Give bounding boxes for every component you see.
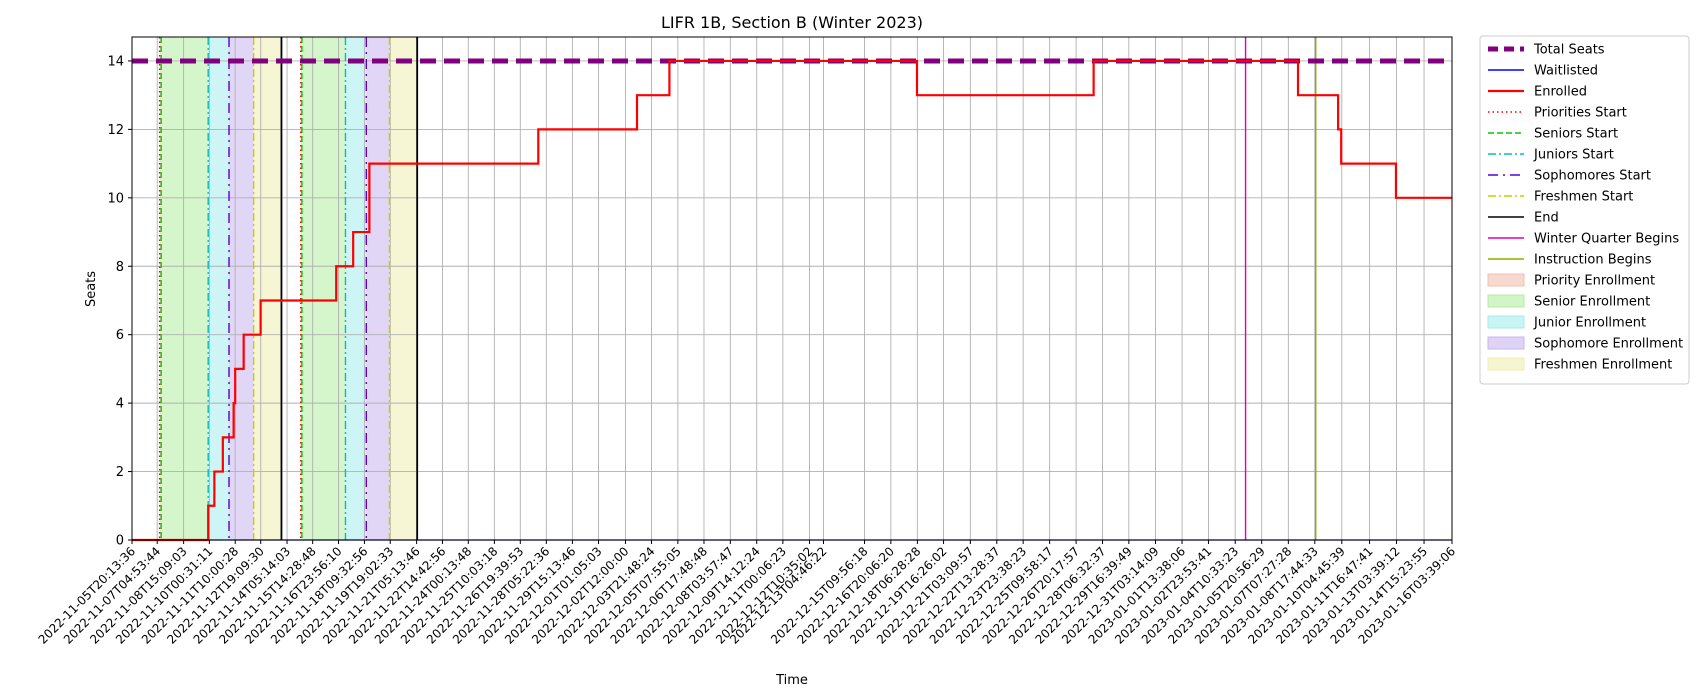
junior-enrollment-band (208, 37, 230, 540)
juniors-start-legend-label: Juniors Start (1533, 148, 1614, 163)
junior-enrollment-legend-label: Junior Enrollment (1533, 316, 1646, 331)
y-tick-label: 6 (116, 328, 124, 343)
seniors-start-legend-label: Seniors Start (1534, 127, 1618, 142)
sophomore-enrollment-legend-label: Sophomore Enrollment (1534, 337, 1683, 352)
priority-enrollment-band (159, 37, 162, 540)
x-axis-label: Time (775, 673, 808, 688)
freshmen-start-legend-label: Freshmen Start (1534, 190, 1633, 205)
y-tick-label: 14 (107, 54, 124, 69)
priority-enrollment-band (300, 37, 302, 540)
legend-frame (1479, 35, 1690, 385)
enrollment-periods (159, 37, 418, 540)
sophomore-enrollment-band (366, 37, 390, 540)
y-tick-label: 0 (116, 534, 124, 549)
y-tick-label: 10 (107, 191, 124, 206)
priorities-start-legend-label: Priorities Start (1534, 106, 1627, 121)
y-tick-label: 4 (116, 397, 124, 412)
y-tick-label: 8 (116, 260, 124, 275)
junior-enrollment-band (345, 37, 367, 540)
priority-enrollment-legend-swatch (1487, 273, 1525, 287)
sophomore-enrollment-legend-swatch (1487, 336, 1525, 350)
y-axis-label: Seats (84, 271, 99, 307)
freshmen-enrollment-legend-swatch (1487, 357, 1525, 371)
senior-enrollment-legend-swatch (1487, 294, 1525, 308)
freshmen-enrollment-band (389, 37, 418, 540)
senior-enrollment-band (301, 37, 346, 540)
waitlisted-legend-label: Waitlisted (1534, 64, 1598, 79)
y-tick-label: 12 (107, 123, 124, 138)
freshmen-enrollment-legend-label: Freshmen Enrollment (1534, 358, 1672, 373)
junior-enrollment-legend-swatch (1487, 315, 1525, 329)
total-seats-legend-label: Total Seats (1533, 43, 1605, 58)
freshmen-enrollment-band (253, 37, 282, 540)
enrolled-legend-label: Enrolled (1534, 85, 1587, 100)
enrolled-series (132, 59, 1452, 542)
senior-enrollment-legend-label: Senior Enrollment (1534, 295, 1650, 310)
event-lines (158, 37, 1317, 540)
sophomores-start-legend-label: Sophomores Start (1534, 169, 1651, 184)
end-legend-label: End (1534, 211, 1559, 226)
legend: Total Seats Waitlisted Enrolled Priorities … (1479, 35, 1690, 385)
sophomore-enrollment-band (229, 37, 254, 540)
chart-title: LIFR 1B, Section B (Winter 2023) (661, 13, 923, 32)
y-tick-label: 2 (116, 465, 124, 480)
senior-enrollment-band (161, 37, 209, 540)
plot-frame (131, 36, 1453, 541)
winter-quarter-begins-legend-label: Winter Quarter Begins (1534, 232, 1679, 247)
x-axis: 2022-11-05T20:13:362022-11-07T04:53:4420… (36, 540, 1458, 647)
instruction-begins-legend-label: Instruction Begins (1534, 253, 1652, 268)
y-axis: 0 2 4 6 8 10 12 14 (107, 54, 132, 549)
priority-enrollment-legend-label: Priority Enrollment (1534, 274, 1655, 289)
